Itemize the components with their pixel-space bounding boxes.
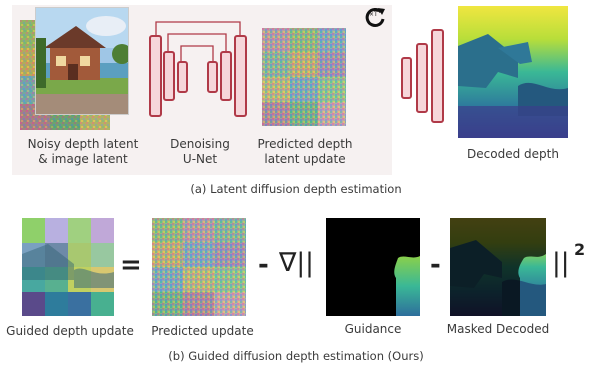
noisy-latent-caption-line1: Noisy depth latent — [27, 137, 139, 151]
unet-caption: Denoising U-Net — [150, 137, 250, 167]
norm-exponent: 2 — [574, 240, 586, 259]
image-latent-house-picture — [36, 8, 128, 114]
loop-count-label: ×T — [369, 11, 378, 18]
guided-depth-update-image — [22, 218, 114, 316]
house-painting — [36, 8, 128, 114]
guidance-sparse-depth — [326, 218, 420, 316]
gradient-norm-open: ∇|| — [279, 248, 314, 278]
panel-b-caption: (b) Guided diffusion depth estimation (O… — [168, 349, 424, 363]
noisy-latent-caption-line2: & image latent — [38, 152, 128, 166]
decoded-depth-image — [458, 6, 568, 138]
masked-decoded-image — [450, 218, 546, 316]
predicted-update-caption-bottom: Predicted update — [151, 324, 254, 338]
depth-map — [458, 6, 568, 138]
guided-depth-update-caption: Guided depth update — [6, 324, 134, 338]
decoded-depth-caption: Decoded depth — [467, 147, 559, 161]
loop-iteration-icon: ×T — [364, 6, 386, 28]
panel-a-caption: (a) Latent diffusion depth estimation — [190, 182, 402, 196]
denoising-unet-diagram — [149, 21, 247, 117]
unet-caption-line1: Denoising — [170, 137, 230, 151]
noise-mosaic — [262, 28, 346, 126]
masked-decoded-caption: Masked Decoded — [446, 322, 550, 336]
equals-sign: = — [120, 250, 142, 280]
predicted-update-caption-line2: latent update — [264, 152, 346, 166]
masked-depth-map — [450, 218, 546, 316]
norm-close: || — [552, 248, 570, 278]
predicted-update-caption: Predicted depth latent update — [255, 137, 355, 167]
predicted-update-image — [152, 218, 246, 316]
predicted-update-caption-line1: Predicted depth — [257, 137, 353, 151]
minus-sign-1: - — [258, 250, 269, 280]
guided-mosaic — [22, 218, 114, 316]
refresh-icon — [365, 7, 385, 27]
predicted-depth-latent-update-image — [262, 28, 346, 126]
predicted-noise-mosaic — [152, 218, 246, 316]
unet-caption-line2: U-Net — [182, 152, 218, 166]
guidance-image — [326, 218, 420, 316]
guidance-caption: Guidance — [344, 322, 402, 336]
minus-sign-2: - — [430, 250, 441, 280]
decoder-diagram — [401, 29, 444, 123]
noisy-latent-caption: Noisy depth latent & image latent — [18, 137, 148, 167]
